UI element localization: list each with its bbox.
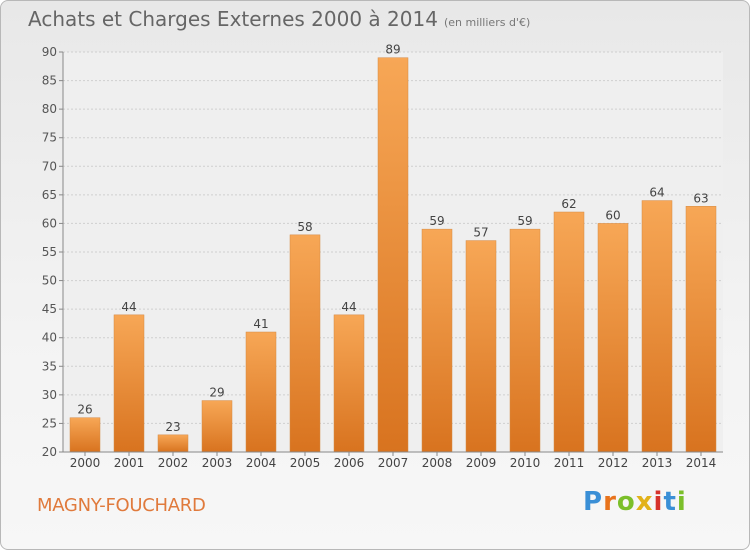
y-tick-label: 35: [42, 359, 57, 373]
bar-2001[interactable]: [113, 314, 145, 453]
y-tick-label: 75: [42, 131, 57, 145]
x-tick-label: 2010: [510, 456, 541, 470]
bar-value-label: 29: [209, 386, 224, 400]
bar-2012[interactable]: [597, 223, 629, 453]
x-tick-label: 2006: [334, 456, 365, 470]
chart-unit-text: (en milliers d'€): [443, 16, 531, 29]
y-tick-label: 70: [42, 159, 57, 173]
bar-2004[interactable]: [245, 331, 277, 453]
bar-value-label: 59: [429, 214, 444, 228]
x-tick-label: 2005: [290, 456, 321, 470]
bar-2006[interactable]: [333, 314, 365, 453]
y-tick-label: 20: [42, 445, 57, 459]
bar-value-label: 44: [341, 300, 356, 314]
bar-value-label: 62: [561, 197, 576, 211]
x-tick-label: 2001: [114, 456, 145, 470]
bar-value-label: 58: [297, 220, 312, 234]
bar-2014[interactable]: [685, 206, 717, 453]
y-tick-label: 60: [42, 216, 57, 230]
bar-value-label: 64: [649, 186, 664, 200]
chart-title: Achats et Charges Externes 2000 à 2014 (e…: [28, 7, 530, 31]
x-tick-label: 2007: [378, 456, 409, 470]
x-tick-label: 2014: [686, 456, 717, 470]
x-tick-label: 2003: [202, 456, 233, 470]
bar-value-label: 23: [165, 420, 180, 434]
town-name: MAGNY-FOUCHARD: [37, 495, 206, 516]
logo-letter: P: [583, 487, 604, 517]
y-tick-label: 65: [42, 188, 57, 202]
bar-2003[interactable]: [201, 400, 233, 453]
x-tick-label: 2008: [422, 456, 453, 470]
bar-value-label: 44: [121, 300, 136, 314]
x-tick-label: 2004: [246, 456, 277, 470]
bar-value-label: 41: [253, 317, 268, 331]
y-tick-label: 45: [42, 302, 57, 316]
y-tick-label: 40: [42, 331, 57, 345]
x-tick-label: 2013: [642, 456, 673, 470]
logo-letter: o: [616, 487, 636, 517]
x-tick-label: 2011: [554, 456, 585, 470]
axes: 20 25 30 35 40 45 50 55 60 65 70 75 80 85 90 2000 2001 20…: [42, 45, 723, 470]
bar-2010[interactable]: [509, 228, 541, 453]
bar-2007[interactable]: [377, 57, 409, 453]
bar-2009[interactable]: [465, 240, 497, 453]
y-tick-label: 85: [42, 74, 57, 88]
y-tick-label: 55: [42, 245, 57, 259]
bar-2002[interactable]: [157, 434, 189, 453]
y-tick-label: 90: [42, 45, 57, 59]
logo-letter: i: [653, 487, 664, 517]
bar-value-label: 59: [517, 214, 532, 228]
y-tick-label: 25: [42, 416, 57, 430]
logo-letter: i: [676, 487, 687, 517]
bar-value-label: 60: [605, 208, 620, 222]
bar-2005[interactable]: [289, 234, 321, 453]
x-tick-label: 2000: [70, 456, 101, 470]
bar-value-label: 63: [693, 191, 708, 205]
bar-value-label: 57: [473, 226, 488, 240]
logo-letter: x: [635, 487, 654, 517]
x-tick-label: 2012: [598, 456, 629, 470]
y-tick-label: 80: [42, 102, 57, 116]
logo-letter: t: [663, 487, 677, 517]
bar-2000[interactable]: [69, 417, 101, 453]
bar-2013[interactable]: [641, 200, 673, 453]
x-tick-label: 2009: [466, 456, 497, 470]
chart-title-text: Achats et Charges Externes 2000 à 2014: [28, 7, 438, 31]
bar-value-label: 89: [385, 43, 400, 57]
bar-value-label: 26: [77, 403, 92, 417]
x-tick-label: 2002: [158, 456, 189, 470]
bar-2008[interactable]: [421, 228, 453, 453]
y-tick-label: 30: [42, 388, 57, 402]
proxiti-logo[interactable]: Proxiti: [583, 487, 687, 517]
y-tick-label: 50: [42, 274, 57, 288]
logo-letter: r: [603, 487, 617, 517]
bar-2011[interactable]: [553, 211, 585, 453]
